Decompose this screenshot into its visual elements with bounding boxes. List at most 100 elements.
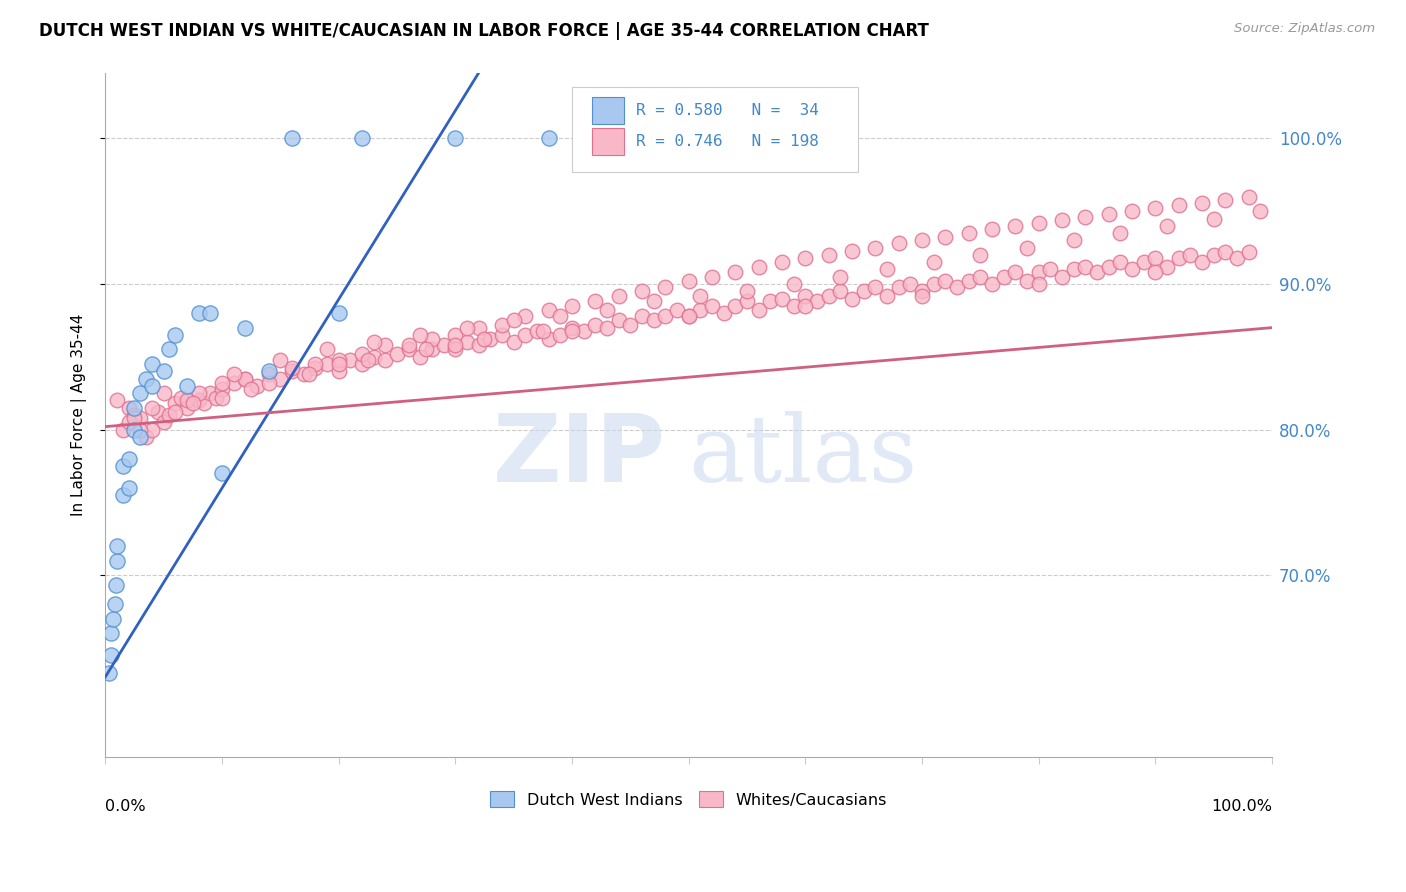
Point bbox=[969, 248, 991, 262]
Point bbox=[129, 423, 152, 437]
Legend: Dutch West Indians, Whites/Caucasians: Dutch West Indians, Whites/Caucasians bbox=[484, 785, 893, 814]
Point bbox=[141, 423, 163, 437]
Point bbox=[1191, 195, 1213, 210]
Point bbox=[1213, 244, 1236, 259]
Point bbox=[619, 318, 641, 332]
Point bbox=[222, 368, 245, 382]
Point bbox=[479, 332, 502, 346]
Point bbox=[444, 338, 467, 352]
Point bbox=[176, 379, 198, 393]
Point bbox=[643, 313, 665, 327]
Point bbox=[104, 578, 127, 592]
Point bbox=[181, 396, 204, 410]
Point bbox=[1097, 207, 1119, 221]
Point bbox=[934, 230, 956, 244]
Point bbox=[304, 361, 326, 376]
Point bbox=[713, 306, 735, 320]
Point bbox=[1202, 211, 1225, 226]
Point bbox=[537, 303, 560, 318]
Point bbox=[1004, 265, 1026, 279]
Point bbox=[689, 303, 711, 318]
Y-axis label: In Labor Force | Age 35-44: In Labor Force | Age 35-44 bbox=[72, 314, 87, 516]
Point bbox=[1237, 244, 1260, 259]
Point bbox=[100, 648, 122, 662]
Point bbox=[398, 343, 420, 357]
Point bbox=[111, 423, 134, 437]
Point bbox=[548, 309, 571, 323]
Text: DUTCH WEST INDIAN VS WHITE/CAUCASIAN IN LABOR FORCE | AGE 35-44 CORRELATION CHAR: DUTCH WEST INDIAN VS WHITE/CAUCASIAN IN … bbox=[39, 22, 929, 40]
Point bbox=[1191, 255, 1213, 269]
Point bbox=[782, 277, 804, 291]
Point bbox=[257, 364, 280, 378]
Point bbox=[474, 332, 496, 346]
Point bbox=[491, 318, 513, 332]
Point bbox=[689, 288, 711, 302]
Point bbox=[240, 382, 263, 396]
Point bbox=[105, 393, 128, 408]
FancyBboxPatch shape bbox=[572, 87, 858, 172]
Point bbox=[117, 401, 139, 415]
Point bbox=[339, 352, 361, 367]
Point bbox=[735, 294, 758, 309]
Point bbox=[1249, 204, 1271, 219]
Point bbox=[176, 393, 198, 408]
Point bbox=[817, 288, 839, 302]
Point bbox=[531, 324, 554, 338]
Point bbox=[124, 423, 146, 437]
Point bbox=[1015, 241, 1038, 255]
Point bbox=[515, 327, 537, 342]
Point bbox=[141, 379, 163, 393]
Point bbox=[537, 131, 560, 145]
Point bbox=[409, 327, 432, 342]
Point bbox=[129, 386, 152, 401]
Point bbox=[502, 335, 524, 350]
FancyBboxPatch shape bbox=[592, 128, 624, 155]
Point bbox=[759, 294, 782, 309]
Point bbox=[117, 415, 139, 429]
Point bbox=[830, 269, 852, 284]
Point bbox=[111, 458, 134, 473]
Point bbox=[583, 294, 606, 309]
Point bbox=[233, 371, 256, 385]
Point bbox=[887, 236, 910, 251]
Point bbox=[911, 285, 934, 299]
Point bbox=[700, 299, 723, 313]
Point bbox=[1028, 216, 1050, 230]
Point bbox=[980, 277, 1002, 291]
Point bbox=[631, 309, 654, 323]
Point bbox=[794, 288, 817, 302]
Point bbox=[922, 277, 945, 291]
Point bbox=[363, 350, 385, 364]
Point bbox=[794, 251, 817, 265]
Point bbox=[1144, 265, 1167, 279]
Point bbox=[420, 343, 443, 357]
Point bbox=[103, 612, 125, 626]
Point bbox=[269, 371, 291, 385]
Point bbox=[135, 371, 157, 385]
Point bbox=[200, 386, 222, 401]
Point bbox=[1050, 213, 1073, 227]
Point bbox=[654, 309, 676, 323]
Point bbox=[193, 396, 215, 410]
Point bbox=[526, 324, 548, 338]
Point bbox=[922, 255, 945, 269]
Point bbox=[328, 352, 350, 367]
Point bbox=[152, 364, 174, 378]
Point bbox=[233, 320, 256, 334]
Point bbox=[735, 285, 758, 299]
Point bbox=[211, 376, 233, 390]
Point bbox=[596, 320, 619, 334]
Point bbox=[817, 248, 839, 262]
Point bbox=[316, 343, 339, 357]
Point bbox=[316, 357, 339, 371]
Point bbox=[1180, 248, 1202, 262]
Point bbox=[1028, 265, 1050, 279]
Point bbox=[1226, 251, 1249, 265]
Point bbox=[876, 288, 898, 302]
Point bbox=[1074, 210, 1097, 224]
Point bbox=[876, 262, 898, 277]
Point bbox=[420, 332, 443, 346]
Point bbox=[934, 274, 956, 288]
Point bbox=[607, 313, 630, 327]
Point bbox=[1039, 262, 1062, 277]
